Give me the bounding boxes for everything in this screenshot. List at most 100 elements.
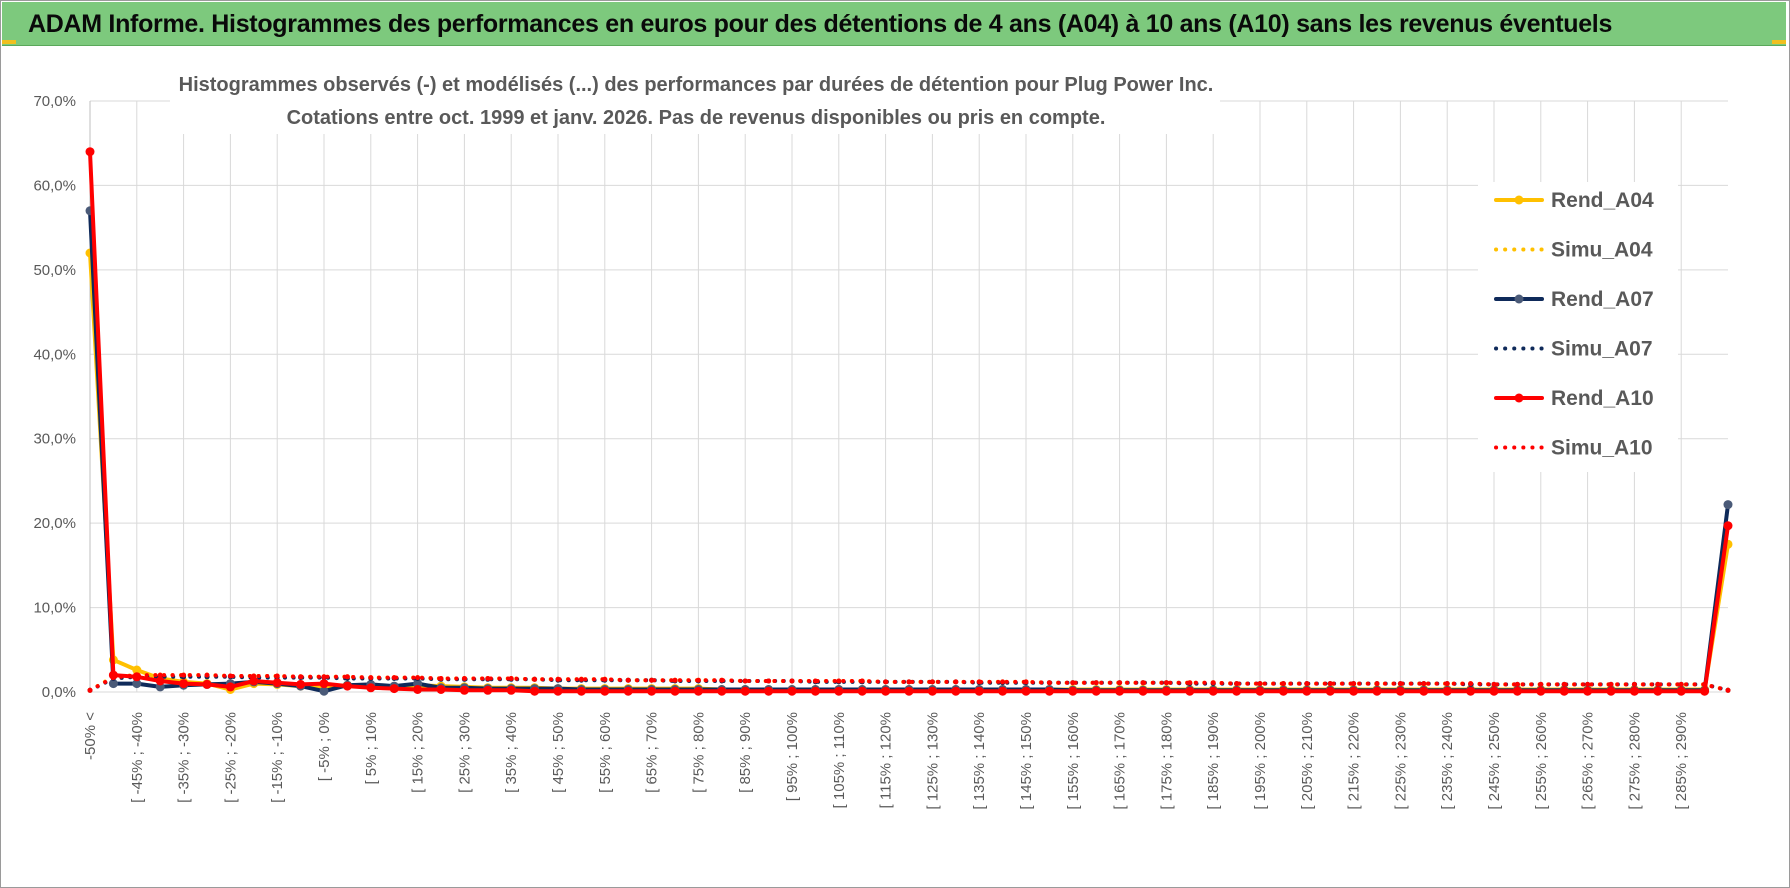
- x-tick-label: [ 245% ; 250%: [1486, 712, 1503, 810]
- x-tick-label: [ 135% ; 140%: [971, 712, 988, 810]
- legend-label-simu_a04: Simu_A04: [1551, 239, 1653, 262]
- x-axis-ticks: -50% < [ -45% ; -40% [ -35% ; -30% [ -25% ;…: [82, 712, 1690, 810]
- data-point-simu_a10: [181, 672, 187, 678]
- data-point-rend_a10: [647, 686, 657, 696]
- data-point-simu_a10: [1421, 681, 1427, 687]
- data-point-simu_a10: [134, 672, 140, 678]
- data-point-rend_a10: [296, 679, 306, 689]
- data-point-rend_a04: [132, 665, 142, 675]
- data-point-rend_a10: [1395, 686, 1405, 696]
- data-point-rend_a07: [319, 686, 329, 696]
- data-point-rend_a07: [1723, 500, 1733, 510]
- x-tick-label: [ 5% ; 10%: [363, 712, 380, 785]
- data-point-simu_a10: [1725, 687, 1731, 693]
- data-point-rend_a10: [1138, 686, 1148, 696]
- data-point-simu_a10: [1327, 681, 1333, 687]
- data-point-rend_a10: [1442, 686, 1452, 696]
- legend-background: [1478, 182, 1678, 472]
- data-point-rend_a10: [1489, 686, 1499, 696]
- data-point-rend_a10: [1676, 686, 1686, 696]
- x-tick-label: -50% <: [82, 712, 99, 760]
- data-point-simu_a10: [1046, 680, 1052, 686]
- data-point-rend_a10: [1466, 686, 1476, 696]
- data-point-rend_a10: [1700, 686, 1710, 696]
- y-axis-ticks: 0,0% 10,0% 20,0% 30,0% 40,0% 50,0% 60,0% 70,0%: [33, 93, 76, 701]
- y-tick-label: 40,0%: [33, 346, 76, 363]
- data-point-simu_a10: [1374, 681, 1380, 687]
- data-point-simu_a10: [1655, 681, 1661, 687]
- data-point-simu_a10: [157, 672, 163, 678]
- data-point-simu_a10: [953, 679, 959, 685]
- data-point-rend_a10: [951, 686, 961, 696]
- data-point-rend_a10: [834, 686, 844, 696]
- data-point-simu_a10: [719, 677, 725, 683]
- data-point-rend_a10: [1372, 686, 1382, 696]
- x-tick-label: [ 35% ; 40%: [503, 712, 520, 793]
- data-point-rend_a10: [459, 685, 469, 695]
- data-point-simu_a10: [508, 676, 514, 681]
- legend-label-rend_a10: Rend_A10: [1551, 387, 1654, 410]
- corner-mark-right: [1772, 40, 1786, 44]
- x-tick-label: [ 85% ; 90%: [737, 712, 754, 793]
- data-point-rend_a10: [1349, 686, 1359, 696]
- data-point-rend_a07: [132, 679, 142, 689]
- legend-marker-rend_a07: [1514, 294, 1524, 304]
- x-tick-label: [ 55% ; 60%: [597, 712, 614, 793]
- x-tick-label: [ -15% ; -10%: [269, 712, 286, 803]
- data-point-rend_a10: [1606, 686, 1616, 696]
- legend: Rend_A04 Simu_A04 Rend_A07 Simu_A07 Rend_A10…: [1478, 182, 1678, 472]
- data-point-simu_a10: [391, 675, 397, 681]
- data-point-rend_a10: [693, 686, 703, 696]
- data-point-simu_a10: [766, 678, 772, 684]
- data-point-simu_a10: [859, 678, 865, 684]
- data-point-simu_a10: [368, 675, 374, 681]
- x-tick-label: [ 175% ; 180%: [1158, 712, 1175, 810]
- chart-title-background: [170, 66, 1220, 134]
- data-point-rend_a10: [179, 679, 189, 689]
- data-point-rend_a10: [1091, 686, 1101, 696]
- y-tick-label: 0,0%: [42, 684, 76, 701]
- data-point-simu_a10: [1702, 681, 1708, 687]
- data-point-simu_a10: [1538, 681, 1544, 687]
- data-point-simu_a10: [1163, 680, 1169, 686]
- data-point-rend_a10: [155, 676, 165, 686]
- data-point-simu_a10: [1608, 681, 1614, 687]
- data-point-simu_a10: [1210, 680, 1216, 686]
- data-point-simu_a10: [251, 673, 257, 679]
- data-point-rend_a10: [249, 676, 259, 686]
- x-tick-label: [ 115% ; 120%: [878, 712, 895, 808]
- y-tick-label: 10,0%: [33, 600, 76, 617]
- data-point-simu_a10: [87, 687, 93, 693]
- chart-title-line-1: Histogrammes observés (-) et modélisés (…: [179, 74, 1214, 96]
- data-point-simu_a10: [1397, 681, 1403, 687]
- x-tick-label: [ 275% ; 280%: [1626, 712, 1643, 810]
- data-point-simu_a10: [1023, 679, 1029, 685]
- data-point-rend_a10: [1419, 686, 1429, 696]
- data-point-rend_a10: [1068, 686, 1078, 696]
- data-point-rend_a10: [600, 686, 610, 696]
- data-point-simu_a10: [227, 673, 233, 679]
- data-point-simu_a10: [438, 676, 444, 681]
- x-tick-label: [ 235% ; 240%: [1439, 712, 1456, 810]
- data-point-rend_a10: [1161, 686, 1171, 696]
- data-point-rend_a10: [717, 686, 727, 696]
- data-point-rend_a10: [366, 683, 376, 693]
- x-tick-label: [ 25% ; 30%: [456, 712, 473, 793]
- x-tick-label: [ 205% ; 210%: [1299, 712, 1316, 810]
- y-tick-label: 30,0%: [33, 431, 76, 448]
- data-point-simu_a10: [1561, 681, 1567, 687]
- data-point-simu_a10: [1000, 679, 1006, 685]
- chart-title-block: Histogrammes observés (-) et modélisés (…: [170, 66, 1220, 134]
- y-tick-label: 20,0%: [33, 515, 76, 532]
- data-point-simu_a10: [485, 676, 491, 681]
- data-point-simu_a10: [344, 674, 350, 680]
- data-point-simu_a10: [204, 672, 210, 678]
- x-tick-label: [ 285% ; 290%: [1673, 712, 1690, 810]
- data-point-rend_a10: [576, 686, 586, 696]
- data-point-rend_a10: [1653, 686, 1663, 696]
- data-point-simu_a10: [602, 676, 608, 682]
- data-point-rend_a10: [225, 682, 235, 692]
- data-point-simu_a10: [1631, 681, 1637, 687]
- x-tick-label: [ 255% ; 260%: [1533, 712, 1550, 810]
